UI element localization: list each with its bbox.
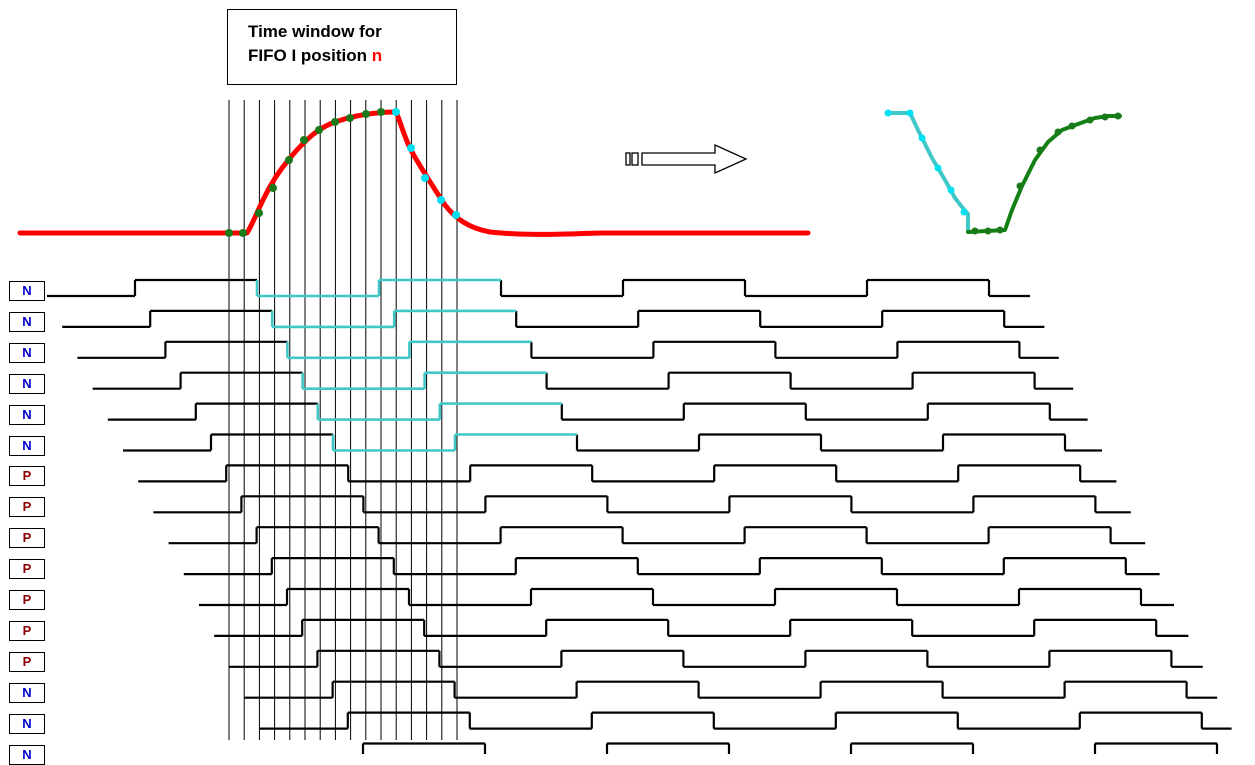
right-arrow-icon (625, 143, 748, 175)
channel-waveform (214, 618, 1189, 637)
reconstructed-point (1036, 146, 1044, 154)
channel-waveform (229, 649, 1203, 668)
reconstructed-point (1054, 128, 1062, 136)
channel-label: N (9, 404, 45, 425)
channel-label: P (9, 620, 45, 641)
channel-waveform-highlight (255, 278, 501, 298)
channel-label: P (9, 528, 45, 549)
reconstructed-point (1086, 116, 1094, 124)
channel-label: N (9, 713, 45, 734)
channel-label: P (9, 497, 45, 518)
channel-waveform (92, 371, 1074, 390)
time-window-title: Time window for FIFO I position n (227, 9, 457, 85)
channel-label: N (9, 373, 45, 394)
channel-waveform (244, 680, 1218, 699)
sample-point (452, 211, 460, 219)
channel-waveform (259, 711, 1232, 730)
reconstructed-point (918, 134, 926, 142)
channel-waveform (361, 742, 1219, 754)
reconstructed-rising-edge (966, 114, 1122, 234)
channel-label: N (9, 311, 45, 332)
channel-waveform (107, 402, 1088, 421)
channel-waveform (77, 340, 1059, 359)
reconstructed-point (996, 226, 1004, 234)
channel-waveform-highlight (316, 402, 562, 421)
reconstructed-point (1016, 182, 1024, 190)
channel-waveforms (47, 278, 1232, 754)
channel-waveform (153, 495, 1131, 514)
title-position-n: n (371, 46, 383, 65)
sample-point (377, 108, 385, 116)
channel-waveform (183, 557, 1160, 576)
sample-point (315, 126, 323, 134)
sample-point (239, 229, 247, 237)
reconstructed-pulse (886, 111, 1122, 234)
sample-point (421, 174, 429, 182)
sample-point (346, 114, 354, 122)
sample-point (362, 110, 370, 118)
reconstructed-point (1114, 112, 1122, 120)
channel-label: P (9, 590, 45, 610)
channel-label: N (9, 342, 45, 363)
reconstructed-point (934, 164, 942, 172)
reconstructed-falling-edge (886, 111, 970, 232)
channel-waveform (123, 433, 1102, 452)
channel-label: N (9, 435, 45, 456)
channel-label: P (9, 559, 45, 580)
sample-point (407, 144, 415, 152)
reconstructed-point (984, 227, 992, 235)
reconstructed-sample-points (884, 109, 1122, 235)
sample-point (392, 108, 400, 116)
sample-point (225, 229, 233, 237)
reconstructed-point (906, 109, 914, 117)
sample-points (225, 108, 460, 237)
channel-waveform (62, 309, 1045, 328)
reconstructed-point (1068, 122, 1076, 130)
signal-pulse-curve (17, 109, 811, 237)
sample-point (300, 136, 308, 144)
channel-label: N (9, 281, 45, 301)
title-line-2: FIFO I position n (248, 44, 456, 68)
sample-point (255, 209, 263, 217)
sample-point (331, 118, 339, 126)
sample-point (285, 156, 293, 164)
sample-point (437, 196, 445, 204)
channel-waveform-highlight (270, 309, 517, 329)
channel-waveform-highlight (286, 340, 532, 360)
title-line-2-text: FIFO I position (248, 46, 367, 65)
channel-label: P (9, 466, 45, 487)
reconstructed-point (947, 186, 955, 194)
channel-label: N (9, 744, 45, 765)
channel-waveform (47, 278, 1030, 298)
channel-waveform (168, 526, 1146, 545)
reconstructed-point (1101, 113, 1109, 121)
reconstructed-point (884, 109, 892, 117)
channel-waveform (138, 464, 1117, 483)
channel-waveform-highlight (301, 371, 547, 390)
channel-label: P (9, 651, 45, 672)
reconstructed-point (960, 208, 968, 216)
reconstructed-point (971, 227, 979, 235)
channel-waveform (199, 587, 1174, 607)
title-line-1: Time window for (248, 22, 382, 41)
channel-label: N (9, 682, 45, 703)
sample-point (269, 184, 277, 192)
channel-waveform-highlight (331, 433, 577, 452)
